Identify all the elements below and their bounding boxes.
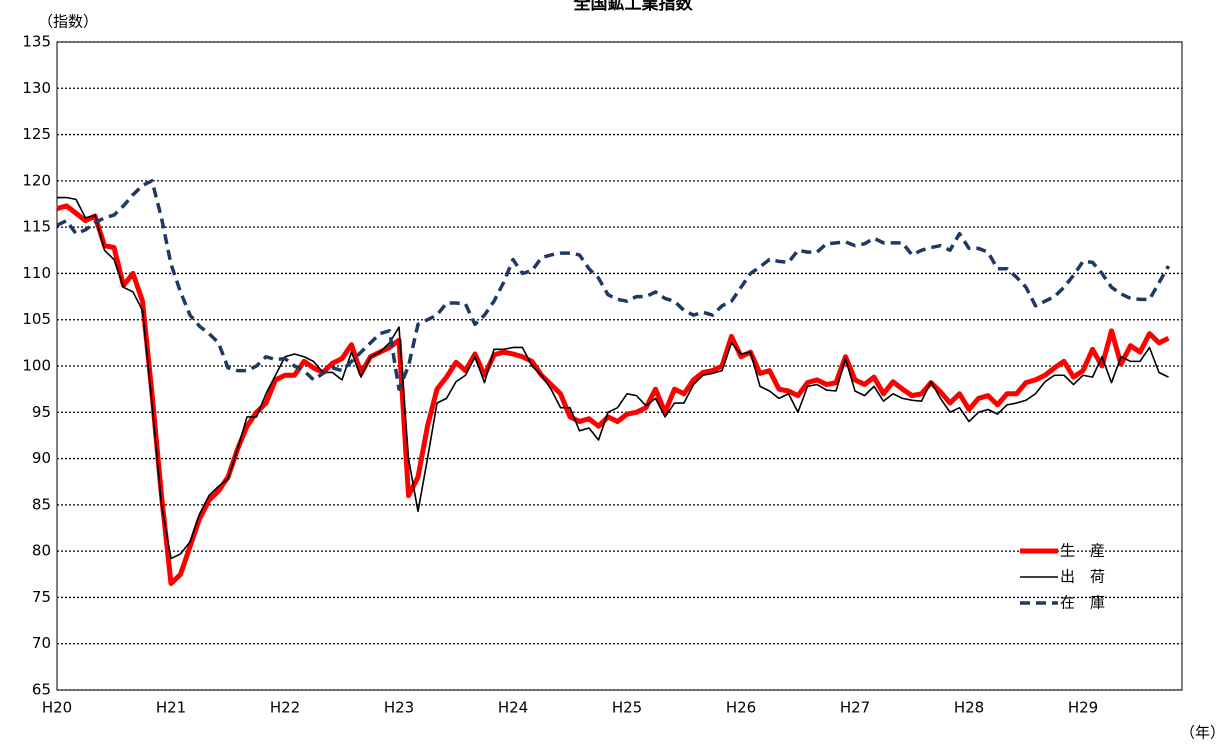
y-tick-label: 85 [32, 495, 51, 513]
legend-label: 生 産 [1060, 542, 1105, 560]
series-line [56, 203, 1170, 587]
y-axis-label: （指数） [38, 13, 98, 31]
series-line [56, 179, 1171, 391]
x-tick-label: H22 [270, 699, 300, 717]
x-tick-label: H27 [840, 699, 870, 717]
series-line [57, 196, 1169, 560]
y-tick-label: 125 [22, 125, 51, 143]
y-tick-label: 135 [22, 33, 51, 51]
x-tick-label: H28 [954, 699, 984, 717]
y-tick-label: 120 [22, 171, 51, 189]
legend-label: 在 庫 [1060, 594, 1105, 612]
y-tick-label: 65 [32, 681, 51, 699]
x-tick-label: H21 [156, 699, 186, 717]
y-tick-label: 100 [22, 357, 51, 375]
legend-label: 出 荷 [1060, 568, 1105, 586]
x-tick-label: H25 [612, 699, 642, 717]
y-tick-label: 80 [32, 542, 51, 560]
x-tick-label: H26 [726, 699, 756, 717]
x-tick-label: H23 [384, 699, 414, 717]
y-tick-label: 105 [22, 310, 51, 328]
x-axis-label: （年） [1180, 724, 1225, 742]
y-tick-label: 115 [22, 218, 51, 236]
chart-title: 全国鉱工業指数 [573, 0, 694, 14]
x-tick-label: H20 [42, 699, 72, 717]
y-tick-label: 130 [22, 79, 51, 97]
y-tick-label: 95 [32, 403, 51, 421]
y-tick-label: 75 [32, 588, 51, 606]
x-tick-label: H29 [1068, 699, 1098, 717]
plot-frame [56, 41, 1183, 691]
y-tick-label: 70 [32, 634, 51, 652]
y-tick-label: 110 [22, 264, 51, 282]
x-tick-label: H24 [498, 699, 528, 717]
y-tick-label: 90 [32, 449, 51, 467]
